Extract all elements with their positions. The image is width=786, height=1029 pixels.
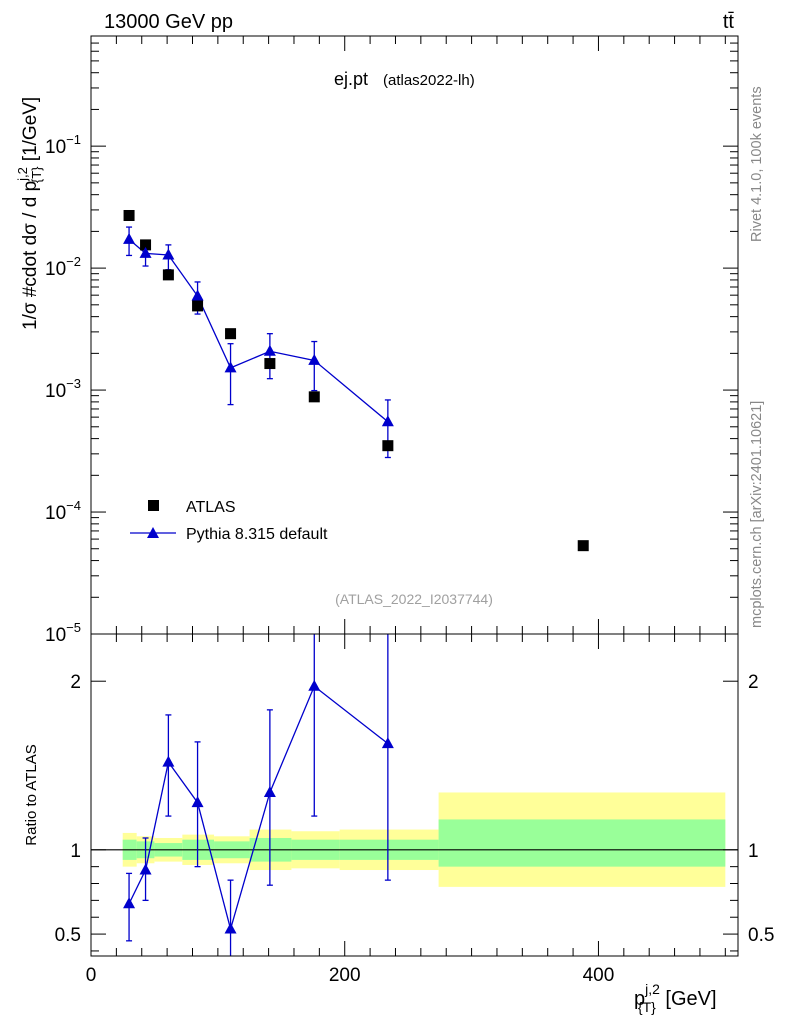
ratio-point xyxy=(263,785,276,797)
pythia-point xyxy=(191,289,204,301)
rivet-label: Rivet 4.1.0, 100k events xyxy=(749,86,765,242)
pythia-line xyxy=(128,238,389,423)
ratio-point xyxy=(224,922,237,934)
x-tick-label: 400 xyxy=(583,965,615,986)
ratio-point xyxy=(123,897,136,909)
pythia-point xyxy=(162,248,175,260)
main-y-tick-label: 10−2 xyxy=(45,254,81,280)
ratio-y-tick-label-left: 0.5 xyxy=(55,925,81,946)
atlas-point xyxy=(225,328,237,340)
atlas-point xyxy=(382,440,394,452)
main-ylabel: 1/σ #cdot dσ / d pj,2{T} [1/GeV] xyxy=(15,97,44,330)
ratio-y-tick-label-right: 1 xyxy=(748,841,759,862)
legend-pythia-label: Pythia 8.315 default xyxy=(186,526,328,543)
pythia-point xyxy=(381,415,394,427)
pythia-point xyxy=(139,246,152,258)
ratio-frame xyxy=(90,633,739,957)
ratio-ylabel: Ratio to ATLAS xyxy=(23,744,40,845)
main-y-tick-label: 10−5 xyxy=(45,620,81,646)
pythia-point xyxy=(123,232,136,244)
ratio-point xyxy=(162,755,175,767)
ratio-point xyxy=(191,796,204,808)
legend: ATLAS Pythia 8.315 default xyxy=(130,499,328,543)
main-panel xyxy=(91,36,738,634)
atlas-point xyxy=(192,300,204,312)
main-y-tick-label: 10−4 xyxy=(45,498,81,524)
plot-subtitle: (atlas2022-lh) xyxy=(383,72,475,89)
ratio-plot-area xyxy=(91,634,738,956)
x-axis-label: pj,2 {T} [GeV] xyxy=(634,981,717,1015)
ratio-axes: 0.5 0.5 1 1 2 2 0 200 400 xyxy=(55,633,774,986)
plot-title: ej.pt xyxy=(334,69,368,89)
main-y-tick-label: 10−1 xyxy=(45,132,81,158)
ratio-y-tick-label-right: 2 xyxy=(748,672,759,693)
ratio-y-tick-label-left: 1 xyxy=(70,841,81,862)
ratio-point xyxy=(381,737,394,749)
atlas-point xyxy=(308,391,320,403)
energy-label: 13000 GeV pp xyxy=(104,11,233,33)
main-y-tick-label: 10−3 xyxy=(45,376,81,402)
uncertainty-band-green xyxy=(438,819,726,867)
atlas-point xyxy=(577,540,589,552)
ratio-line xyxy=(128,685,389,932)
analysis-id: (ATLAS_2022_I2037744) xyxy=(335,591,493,607)
mcplots-label: mcplots.cern.ch [arXiv:2401.10621] xyxy=(749,401,765,628)
svg-text:1/σ #cdot dσ / d pj,2{T} [1/Ge: 1/σ #cdot dσ / d pj,2{T} [1/GeV] xyxy=(15,97,44,330)
pythia-point xyxy=(224,361,237,373)
pythia-point xyxy=(308,353,321,365)
legend-atlas-label: ATLAS xyxy=(186,499,236,516)
ratio-point xyxy=(308,679,321,691)
main-plot-area xyxy=(123,209,589,552)
main-axes: 10−5 10−4 10−3 10−2 10−1 xyxy=(45,35,739,646)
atlas-point xyxy=(264,358,276,370)
x-tick-label: 200 xyxy=(329,965,361,986)
x-tick-label: 0 xyxy=(86,965,97,986)
atlas-point xyxy=(123,209,135,221)
atlas-point xyxy=(140,239,152,251)
ratio-y-tick-label-right: 0.5 xyxy=(748,925,774,946)
ratio-point xyxy=(139,863,152,875)
legend-atlas-marker xyxy=(148,500,159,511)
atlas-point xyxy=(162,269,174,281)
main-background xyxy=(91,36,738,634)
process-label: tt̄ xyxy=(723,11,735,33)
pythia-point xyxy=(263,344,276,356)
legend-pythia-marker xyxy=(147,527,159,538)
svg-text:pj,2{T} [GeV]: pj,2 {T} [GeV] xyxy=(634,981,717,1015)
ratio-y-tick-label-left: 2 xyxy=(70,672,81,693)
